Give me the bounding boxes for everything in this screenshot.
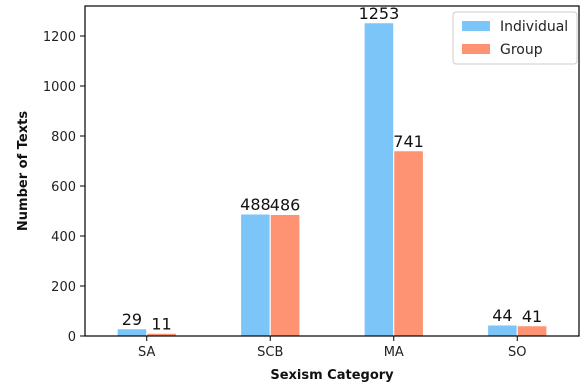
x-tick-label: SA (138, 345, 155, 360)
bar-group-scb (269, 214, 301, 337)
data-label-individual-sa: 29 (122, 310, 142, 329)
data-label-group-so: 41 (522, 307, 542, 326)
plot-area-frame (84, 5, 580, 337)
x-tick-label: MA (384, 345, 404, 360)
y-tick-label: 1200 (43, 30, 76, 45)
bar-individual-scb (240, 213, 271, 337)
y-axis-ticks: 0 200 400 600 800 1000 1200 (43, 30, 85, 345)
x-axis-ticks: SA SCB MA SO (138, 336, 526, 360)
data-label-group-scb: 486 (270, 196, 301, 215)
legend-swatch-individual (462, 21, 490, 31)
y-tick-label: 400 (51, 230, 76, 245)
x-axis-title: Sexism Category (270, 368, 394, 383)
bar-individual-sa (116, 328, 148, 337)
y-tick-label: 1000 (43, 80, 76, 95)
bar-group-so (516, 325, 548, 337)
y-tick-label: 800 (51, 130, 76, 145)
y-axis-title: Number of Texts (16, 111, 31, 231)
legend-label-individual: Individual (500, 19, 568, 35)
data-labels-layer: 29 11 488 486 1253 741 44 41 (122, 4, 542, 334)
bar-group-ma (393, 150, 424, 337)
data-label-individual-so: 44 (492, 306, 512, 325)
bar-individual-so (487, 324, 518, 337)
legend-label-group: Group (500, 42, 543, 58)
x-tick-label: SCB (257, 345, 283, 360)
data-label-individual-ma: 1253 (359, 4, 400, 23)
y-tick-label: 600 (51, 180, 76, 195)
legend: Individual Group (452, 11, 578, 65)
y-tick-label: 200 (51, 280, 76, 295)
x-tick-label: SO (508, 345, 526, 360)
data-label-individual-scb: 488 (240, 195, 271, 214)
y-tick-label: 0 (68, 330, 76, 345)
bar-individual-ma (363, 22, 395, 337)
bars-layer (116, 22, 548, 337)
legend-swatch-group (462, 44, 490, 54)
data-label-group-sa: 11 (151, 314, 171, 333)
data-label-group-ma: 741 (393, 132, 424, 151)
